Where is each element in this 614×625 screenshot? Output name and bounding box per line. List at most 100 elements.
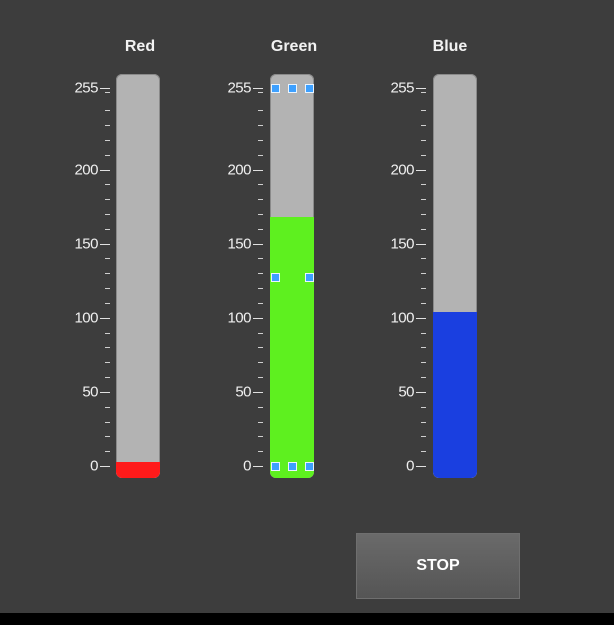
scale-tick-label: 0 <box>90 457 98 475</box>
red-tank-fill <box>116 461 160 478</box>
scale-tick-label: 100 <box>227 309 251 327</box>
scale-major-tick <box>253 169 263 171</box>
scale-major-tick <box>100 243 110 245</box>
scale-minor-tick <box>421 362 426 364</box>
scale-minor-tick <box>258 332 263 334</box>
scale-minor-tick <box>105 199 110 201</box>
scale-major-tick <box>100 391 110 393</box>
scale-minor-tick <box>421 436 426 438</box>
scale-tick-label: 150 <box>227 235 251 253</box>
blue-tank-scale: 0 50 100 150 200 255 <box>372 74 432 478</box>
scale-minor-tick <box>258 288 263 290</box>
scale-major-tick <box>253 243 263 245</box>
stop-button[interactable]: STOP <box>356 533 520 599</box>
scale-tick-label: 0 <box>243 457 251 475</box>
scale-minor-tick <box>105 302 110 304</box>
scale-minor-tick <box>258 125 263 127</box>
red-tank[interactable] <box>116 74 160 478</box>
scale-minor-tick <box>258 214 263 215</box>
scale-minor-tick <box>258 258 263 260</box>
scale-minor-tick <box>258 421 263 423</box>
scale-minor-tick <box>421 214 426 215</box>
scale-minor-tick <box>105 362 110 364</box>
selection-handle[interactable] <box>305 462 314 471</box>
scale-tick-label: 200 <box>227 161 251 179</box>
scale-minor-tick <box>421 406 426 408</box>
scale-tick-label: 150 <box>390 235 414 253</box>
scale-minor-tick <box>258 273 263 275</box>
scale-major-tick <box>253 466 263 467</box>
scale-minor-tick <box>258 362 263 364</box>
scale-major-tick <box>253 88 263 89</box>
scale-minor-tick <box>105 421 110 423</box>
scale-minor-tick <box>258 302 263 304</box>
green-tank-label: Green <box>270 38 318 55</box>
scale-minor-tick <box>421 110 426 112</box>
scale-minor-tick <box>421 377 426 379</box>
scale-tick-label: 50 <box>235 383 251 401</box>
scale-minor-tick <box>105 406 110 408</box>
selection-handle[interactable] <box>288 84 297 93</box>
scale-minor-tick <box>105 273 110 275</box>
scale-minor-tick <box>421 421 426 423</box>
scale-minor-tick <box>258 347 263 349</box>
scale-minor-tick <box>105 139 110 141</box>
scale-tick-label: 150 <box>74 235 98 253</box>
scale-tick-label: 100 <box>74 309 98 327</box>
selection-handle[interactable] <box>305 84 314 93</box>
red-tank-scale: 0 50 100 150 200 255 <box>56 74 116 478</box>
scale-minor-tick <box>421 125 426 127</box>
scale-tick-label: 200 <box>74 161 98 179</box>
scale-major-tick <box>100 317 110 319</box>
scale-minor-tick <box>105 228 110 230</box>
scale-minor-tick <box>105 125 110 127</box>
scale-major-tick <box>416 391 426 393</box>
scale-minor-tick <box>258 110 263 112</box>
selection-handle[interactable] <box>271 273 280 282</box>
scale-minor-tick <box>105 110 110 112</box>
scale-minor-tick <box>258 436 263 438</box>
scale-minor-tick <box>105 451 110 453</box>
scale-minor-tick <box>258 139 263 141</box>
scale-minor-tick <box>258 154 263 156</box>
scale-major-tick <box>416 88 426 89</box>
selection-handle[interactable] <box>271 462 280 471</box>
scale-major-tick <box>253 317 263 319</box>
scale-major-tick <box>416 169 426 171</box>
scale-minor-tick <box>421 451 426 453</box>
scale-minor-tick <box>105 154 110 156</box>
selection-handle[interactable] <box>271 84 280 93</box>
scale-tick-label: 255 <box>74 79 98 97</box>
selection-handle[interactable] <box>288 462 297 471</box>
scale-minor-tick <box>421 332 426 334</box>
green-tank-fill <box>270 216 314 478</box>
selection-handle[interactable] <box>305 273 314 282</box>
scale-tick-label: 50 <box>398 383 414 401</box>
scale-minor-tick <box>105 347 110 349</box>
scale-minor-tick <box>421 139 426 141</box>
scale-major-tick <box>100 466 110 467</box>
blue-tank[interactable] <box>433 74 477 478</box>
scale-minor-tick <box>105 436 110 438</box>
scale-minor-tick <box>105 214 110 215</box>
scale-minor-tick <box>258 228 263 230</box>
scale-minor-tick <box>105 258 110 260</box>
scale-tick-label: 50 <box>82 383 98 401</box>
blue-tank-label: Blue <box>432 38 468 55</box>
scale-minor-tick <box>421 184 426 186</box>
scale-major-tick <box>100 169 110 171</box>
scale-minor-tick <box>421 154 426 156</box>
scale-minor-tick <box>421 302 426 304</box>
scale-major-tick <box>416 317 426 319</box>
scale-minor-tick <box>421 92 426 93</box>
scale-tick-label: 255 <box>227 79 251 97</box>
scale-major-tick <box>253 391 263 393</box>
scale-minor-tick <box>258 184 263 186</box>
scale-major-tick <box>416 243 426 245</box>
scale-minor-tick <box>258 377 263 379</box>
scale-major-tick <box>100 88 110 89</box>
scale-minor-tick <box>258 406 263 408</box>
scale-minor-tick <box>105 377 110 379</box>
scale-minor-tick <box>258 92 263 93</box>
